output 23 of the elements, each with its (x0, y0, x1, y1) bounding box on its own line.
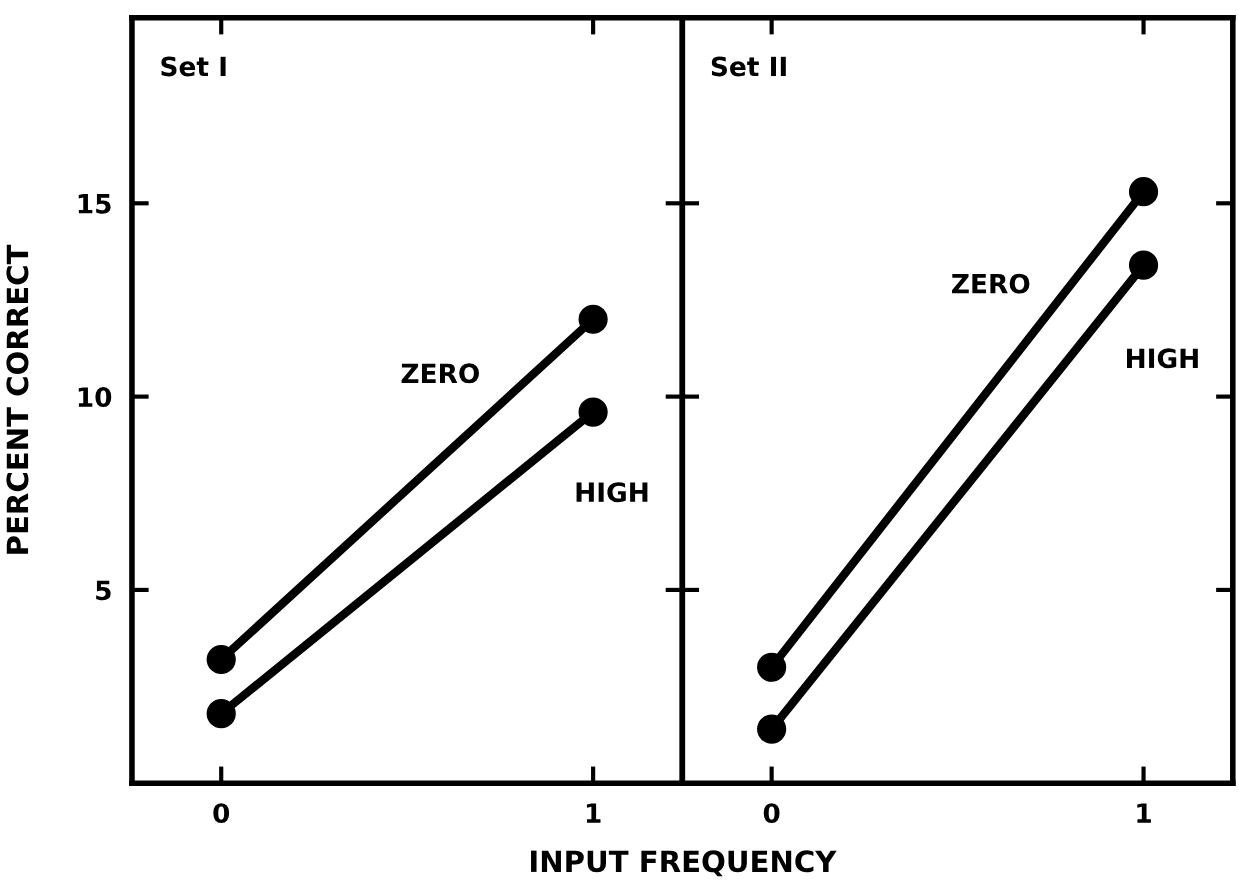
text: Set II (711, 56, 786, 77)
series-label: HIGH (1127, 348, 1198, 369)
point (1128, 250, 1159, 280)
x-tick-label: 0 (213, 803, 230, 824)
y-axis-title: PERCENT CORRECT (6, 244, 29, 554)
series-label: HIGH (576, 482, 648, 503)
y-tick-label: 10 (78, 387, 112, 408)
x-tick-label: 0 (763, 803, 780, 824)
point (206, 644, 236, 675)
text: Set I (161, 56, 226, 77)
x-tick-label: 1 (1137, 803, 1151, 823)
point (757, 714, 787, 744)
point (578, 304, 608, 334)
x-axis-title: INPUT FREQUENCY (531, 850, 837, 877)
series-label: ZERO (401, 363, 479, 384)
point (1128, 177, 1159, 207)
point (206, 699, 236, 729)
point (578, 397, 608, 427)
x-tick-label: 1 (586, 803, 601, 823)
y-tick-label: 5 (96, 580, 111, 601)
y-tick-label: 15 (78, 194, 111, 214)
series-label: ZERO (952, 273, 1030, 294)
point (757, 652, 787, 682)
